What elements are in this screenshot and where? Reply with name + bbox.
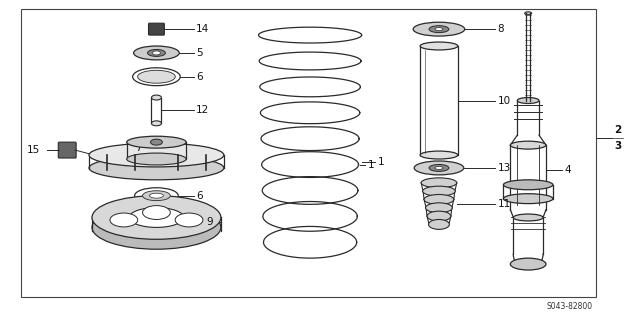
Ellipse shape bbox=[429, 219, 449, 229]
Text: 15: 15 bbox=[27, 145, 40, 155]
Ellipse shape bbox=[429, 165, 449, 171]
Text: 1: 1 bbox=[378, 157, 384, 167]
Ellipse shape bbox=[134, 188, 179, 204]
Ellipse shape bbox=[127, 136, 186, 148]
Text: 1: 1 bbox=[367, 160, 374, 170]
Ellipse shape bbox=[92, 205, 221, 249]
Ellipse shape bbox=[435, 28, 443, 31]
Ellipse shape bbox=[504, 180, 553, 190]
Ellipse shape bbox=[89, 156, 224, 180]
Text: 14: 14 bbox=[196, 24, 209, 34]
FancyBboxPatch shape bbox=[58, 142, 76, 158]
Text: 2: 2 bbox=[614, 125, 621, 135]
Ellipse shape bbox=[127, 153, 186, 165]
Text: 6: 6 bbox=[196, 191, 203, 201]
Ellipse shape bbox=[426, 203, 452, 213]
Ellipse shape bbox=[504, 194, 553, 204]
Ellipse shape bbox=[143, 205, 170, 219]
Ellipse shape bbox=[89, 143, 224, 167]
Ellipse shape bbox=[129, 208, 184, 227]
Ellipse shape bbox=[429, 26, 449, 33]
Ellipse shape bbox=[92, 196, 221, 239]
Ellipse shape bbox=[150, 193, 163, 198]
Text: 13: 13 bbox=[497, 163, 511, 173]
Ellipse shape bbox=[510, 141, 546, 149]
Ellipse shape bbox=[510, 258, 546, 270]
Ellipse shape bbox=[152, 121, 161, 126]
Ellipse shape bbox=[132, 68, 180, 85]
Text: S043-82800: S043-82800 bbox=[547, 302, 593, 311]
Ellipse shape bbox=[150, 139, 163, 145]
Text: 12: 12 bbox=[196, 106, 209, 115]
Ellipse shape bbox=[152, 95, 161, 100]
Ellipse shape bbox=[110, 213, 138, 227]
Ellipse shape bbox=[424, 195, 454, 204]
Text: 3: 3 bbox=[614, 141, 621, 151]
Ellipse shape bbox=[134, 46, 179, 60]
Text: 4: 4 bbox=[565, 165, 572, 175]
Ellipse shape bbox=[517, 98, 539, 103]
Text: 6: 6 bbox=[196, 72, 203, 82]
Ellipse shape bbox=[413, 22, 465, 36]
FancyBboxPatch shape bbox=[148, 23, 164, 35]
Ellipse shape bbox=[422, 186, 455, 196]
Text: 5: 5 bbox=[196, 48, 203, 58]
Ellipse shape bbox=[143, 191, 170, 201]
Ellipse shape bbox=[525, 12, 532, 15]
Text: 11: 11 bbox=[497, 199, 511, 209]
Ellipse shape bbox=[420, 151, 458, 159]
Text: 9: 9 bbox=[206, 218, 212, 227]
Text: 8: 8 bbox=[497, 24, 504, 34]
Ellipse shape bbox=[152, 51, 161, 55]
Ellipse shape bbox=[175, 213, 203, 227]
Ellipse shape bbox=[421, 178, 457, 188]
Ellipse shape bbox=[138, 70, 175, 83]
Text: 10: 10 bbox=[497, 95, 511, 106]
Ellipse shape bbox=[427, 211, 451, 221]
Ellipse shape bbox=[147, 49, 165, 56]
Ellipse shape bbox=[513, 214, 543, 221]
Ellipse shape bbox=[420, 42, 458, 50]
Text: 7: 7 bbox=[134, 143, 141, 153]
Ellipse shape bbox=[435, 167, 443, 169]
Ellipse shape bbox=[414, 161, 464, 175]
